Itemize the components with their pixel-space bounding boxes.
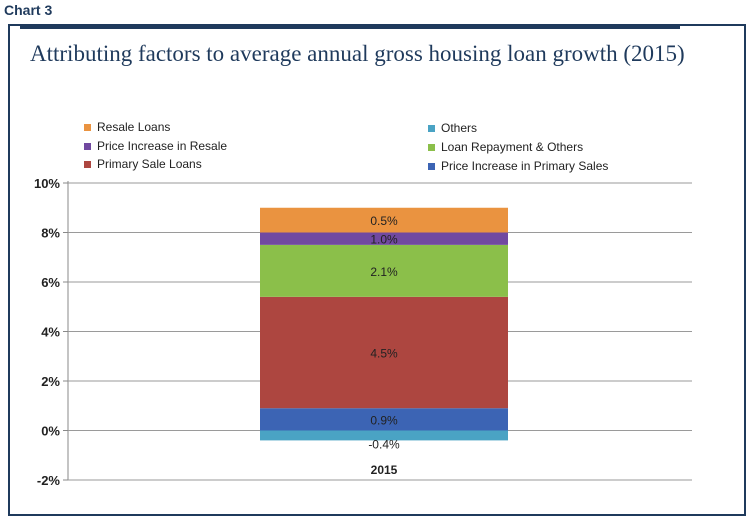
legend-item: Others [428,121,477,135]
data-label: 1.0% [370,233,398,247]
y-tick-label: -2% [37,473,61,488]
title-bar-accent [20,24,680,29]
bar-segment [260,408,508,431]
legend-item: Price Increase in Primary Sales [428,159,608,173]
y-tick-label: 10% [34,176,60,191]
legend-label: Loan Repayment & Others [441,140,584,154]
chart-number-label: Chart 3 [4,2,53,18]
data-label: 4.5% [370,347,398,361]
legend-label: Price Increase in Resale [97,139,228,153]
bar-segment [260,296,508,409]
legend-label: Primary Sale Loans [97,157,202,171]
legend-swatch [428,124,435,132]
data-label: 0.5% [370,214,398,228]
y-tick-label: 0% [41,424,60,439]
data-label: -0.4% [368,437,400,451]
legend-swatch [428,143,435,151]
y-tick-label: 6% [41,275,60,290]
data-label: 0.9% [370,413,398,427]
bar-segment [260,430,508,441]
chart-title: Attributing factors to average annual gr… [30,41,685,66]
legend-swatch [84,123,91,131]
bar-segment [260,232,508,245]
legend-item: Resale Loans [84,120,170,134]
legend-swatch [84,142,91,150]
legend-label: Resale Loans [97,120,171,134]
legend-item: Loan Repayment & Others [428,140,583,154]
data-label: 2.1% [370,265,398,279]
y-tick-label: 4% [41,325,60,340]
y-tick-label: 8% [41,226,60,241]
legend-swatch [428,162,435,170]
bar-segment [260,244,508,297]
legend-item: Price Increase in Resale [84,139,227,153]
bar-segment [260,207,508,233]
legend-item: Primary Sale Loans [84,157,202,171]
x-category-label: 2015 [371,463,398,477]
legend-label: Price Increase in Primary Sales [441,159,609,173]
legend-swatch [84,160,91,168]
legend-label: Others [441,121,478,135]
y-tick-label: 2% [41,374,60,389]
